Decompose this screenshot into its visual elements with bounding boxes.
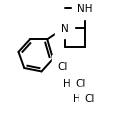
Text: N: N bbox=[61, 24, 68, 33]
Text: Cl: Cl bbox=[85, 93, 95, 103]
Text: NH: NH bbox=[77, 4, 93, 14]
Text: Cl: Cl bbox=[58, 61, 68, 71]
Text: H: H bbox=[73, 93, 80, 103]
Text: Cl: Cl bbox=[75, 78, 86, 88]
Text: H: H bbox=[63, 78, 71, 88]
